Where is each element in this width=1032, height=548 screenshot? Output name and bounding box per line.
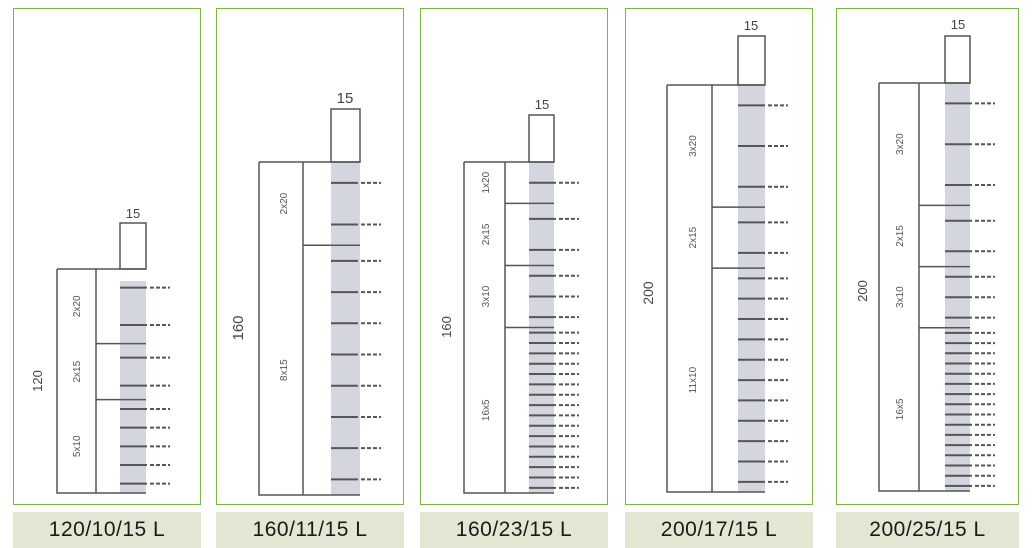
- height-label: 200: [640, 281, 656, 305]
- group-label: 2x15: [481, 223, 492, 245]
- height-label: 160: [439, 316, 454, 338]
- shelf-marks: [120, 286, 170, 485]
- frame-outline: [878, 82, 970, 492]
- diagram-panel-3: 15 160 1x20 2x15 3x10 16x5: [420, 8, 608, 505]
- group-labels: 3x20 2x15 11x10: [688, 135, 699, 394]
- group-label: 11x10: [688, 366, 699, 393]
- width-label: 15: [744, 18, 758, 33]
- width-label: 15: [535, 97, 549, 112]
- group-labels: 2x20 2x15 5x10: [72, 295, 83, 457]
- group-label: 3x10: [895, 286, 906, 308]
- shelf-marks: [945, 102, 995, 487]
- group-dividers: [505, 202, 554, 329]
- shelf-shade: [945, 83, 970, 491]
- group-labels: 2x20 8x15: [279, 192, 290, 381]
- top-box: [944, 35, 971, 84]
- group-label: 2x15: [72, 360, 83, 382]
- top-box: [330, 108, 361, 163]
- caption-5: 200/25/15 L: [836, 512, 1019, 548]
- group-label: 16x5: [895, 398, 906, 420]
- group-label: 3x10: [481, 285, 492, 307]
- diagram-5: 15 200 3x20 2x15 3x10 16x5: [855, 17, 995, 492]
- group-label: 3x20: [895, 133, 906, 155]
- height-label: 160: [230, 315, 247, 340]
- top-box: [528, 114, 555, 163]
- caption-4: 200/17/15 L: [625, 512, 813, 548]
- diagram-panel-5: 15 200 3x20 2x15 3x10 16x5: [836, 8, 1019, 505]
- width-label: 15: [337, 90, 354, 107]
- group-label: 2x20: [72, 295, 83, 317]
- height-label: 200: [855, 280, 870, 302]
- shelf-shade: [331, 162, 360, 495]
- shelf-shade: [738, 85, 765, 492]
- top-box: [737, 35, 766, 86]
- group-label: 2x15: [688, 226, 699, 248]
- diagram-1: 15 120 2x20 2x15 5x10: [30, 206, 170, 494]
- frame-outline: [258, 161, 360, 496]
- caption-1: 120/10/15 L: [13, 512, 201, 548]
- group-labels: 1x20 2x15 3x10 16x5: [481, 171, 492, 421]
- group-dividers: [96, 342, 146, 401]
- width-label: 15: [951, 17, 965, 32]
- width-label: 15: [126, 206, 140, 221]
- shelf-marks: [331, 181, 381, 481]
- height-label: 120: [30, 370, 45, 392]
- diagram-3: 15 160 1x20 2x15 3x10 16x5: [439, 97, 579, 494]
- diagram-2: 15 160 2x20 8x15: [230, 90, 381, 496]
- frame-outline: [56, 268, 146, 494]
- group-label: 16x5: [481, 399, 492, 421]
- diagram-panel-2: 15 160 2x20 8x15: [216, 8, 404, 505]
- caption-2: 160/11/15 L: [216, 512, 404, 548]
- group-labels: 3x20 2x15 3x10 16x5: [895, 133, 906, 420]
- shelf-marks: [529, 181, 579, 489]
- group-label: 5x10: [72, 435, 83, 457]
- shelf-marks: [738, 104, 788, 483]
- group-label: 8x15: [279, 359, 290, 381]
- shelf-shade: [120, 281, 146, 493]
- frame-outline: [666, 84, 765, 493]
- diagram-4: 15 200 3x20 2x15 11x10: [640, 18, 788, 493]
- diagram-panel-1: 15 120 2x20 2x15 5x10: [13, 8, 201, 505]
- group-label: 2x15: [895, 225, 906, 247]
- diagram-panel-4: 15 200 3x20 2x15 11x10: [625, 8, 813, 505]
- group-label: 2x20: [279, 192, 290, 214]
- group-dividers: [712, 206, 765, 269]
- group-dividers: [919, 204, 970, 329]
- caption-3: 160/23/15 L: [420, 512, 608, 548]
- group-label: 1x20: [481, 171, 492, 193]
- top-box: [119, 222, 147, 270]
- group-label: 3x20: [688, 135, 699, 157]
